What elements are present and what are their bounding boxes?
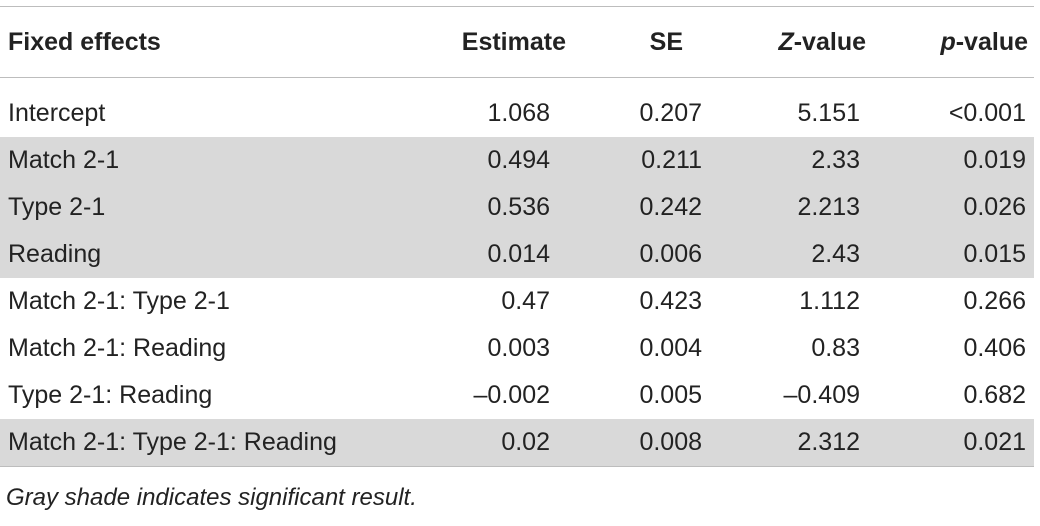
cell-p-value: 0.019 — [963, 146, 1026, 174]
table-row: Match 2-1: Type 2-1 0.47 0.423 1.112 0.266 — [0, 278, 1034, 325]
cell-name: Match 2-1: Reading — [8, 334, 227, 362]
cell-z-value: 0.83 — [811, 334, 860, 362]
cell-p-value: 0.266 — [963, 287, 1026, 315]
header-p-prefix: p — [940, 27, 956, 56]
cell-se: 0.242 — [639, 193, 702, 221]
cell-z-value: 2.43 — [811, 240, 860, 268]
table-header: Fixed effects Estimate SE Z -value p -valu… — [0, 7, 1034, 77]
cell-se: 0.006 — [639, 240, 702, 268]
cell-z-value: 1.112 — [799, 287, 860, 315]
header-rule — [0, 77, 1034, 78]
header-z-value: Z -value — [778, 7, 866, 77]
cell-z-value: 5.151 — [797, 99, 860, 127]
cell-estimate: –0.002 — [473, 381, 550, 409]
cell-p-value: <0.001 — [948, 99, 1026, 127]
cell-name: Match 2-1: Type 2-1 — [8, 287, 230, 315]
table-row: Match 2-1: Reading 0.003 0.004 0.83 0.406 — [0, 325, 1034, 372]
cell-name: Intercept — [8, 99, 106, 127]
bottom-rule — [0, 466, 1034, 467]
table-row: Type 2-1: Reading –0.002 0.005 –0.409 0.682 — [0, 372, 1034, 419]
table-body: Intercept 1.068 0.207 5.151 <0.001 Match 2-1 0… — [0, 90, 1034, 466]
cell-estimate: 0.003 — [487, 334, 550, 362]
cell-z-value: 2.213 — [797, 193, 860, 221]
cell-estimate: 0.536 — [487, 193, 550, 221]
cell-z-value: –0.409 — [783, 381, 860, 409]
table-row: Match 2-1 0.494 0.211 2.33 0.019 — [0, 137, 1034, 184]
header-estimate: Estimate — [461, 27, 566, 56]
cell-p-value: 0.682 — [963, 381, 1026, 409]
cell-z-value: 2.312 — [797, 428, 860, 456]
table-row: Reading 0.014 0.006 2.43 0.015 — [0, 231, 1034, 278]
cell-estimate: 0.014 — [487, 240, 550, 268]
cell-estimate: 0.47 — [501, 287, 550, 315]
header-se: SE — [649, 27, 683, 56]
top-rule — [0, 6, 1034, 7]
cell-name: Type 2-1 — [8, 193, 106, 221]
header-z-suffix: -value — [793, 27, 866, 56]
header-fixed-effects: Fixed effects — [8, 27, 161, 56]
table-row: Match 2-1: Type 2-1: Reading 0.02 0.008 2.3… — [0, 419, 1034, 466]
cell-p-value: 0.406 — [963, 334, 1026, 362]
cell-se: 0.005 — [639, 381, 702, 409]
cell-se: 0.211 — [641, 146, 702, 174]
table-row: Type 2-1 0.536 0.242 2.213 0.026 — [0, 184, 1034, 231]
table-row: Intercept 1.068 0.207 5.151 <0.001 — [0, 90, 1034, 137]
header-z-prefix: Z — [778, 27, 794, 56]
cell-name: Type 2-1: Reading — [8, 381, 213, 409]
cell-se: 0.004 — [639, 334, 702, 362]
cell-se: 0.423 — [639, 287, 702, 315]
cell-estimate: 0.02 — [501, 428, 550, 456]
cell-name: Match 2-1 — [8, 146, 120, 174]
cell-se: 0.008 — [639, 428, 702, 456]
footnote: Gray shade indicates significant result. — [6, 484, 417, 511]
header-p-value: p -value — [940, 7, 1028, 77]
cell-estimate: 1.068 — [487, 99, 550, 127]
header-p-suffix: -value — [955, 27, 1028, 56]
cell-name: Match 2-1: Type 2-1: Reading — [8, 428, 337, 456]
cell-name: Reading — [8, 240, 102, 268]
cell-p-value: 0.021 — [963, 428, 1026, 456]
cell-estimate: 0.494 — [487, 146, 550, 174]
cell-z-value: 2.33 — [811, 146, 860, 174]
cell-p-value: 0.015 — [963, 240, 1026, 268]
cell-se: 0.207 — [639, 99, 702, 127]
cell-p-value: 0.026 — [963, 193, 1026, 221]
